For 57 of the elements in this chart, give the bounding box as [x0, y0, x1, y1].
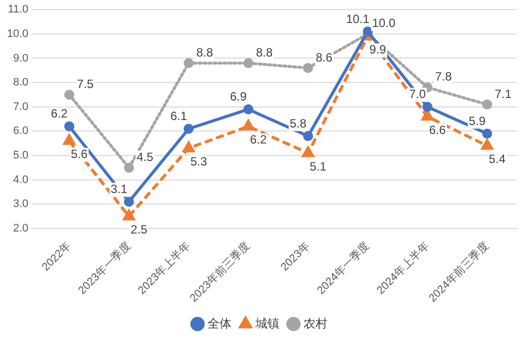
data-label: 5.4	[488, 152, 506, 166]
data-label: 2.5	[130, 222, 148, 237]
data-label: 6.1	[170, 109, 188, 124]
data-label: 3.1	[110, 182, 128, 196]
y-tick-label: 5.0	[13, 150, 28, 162]
point	[184, 58, 194, 68]
data-label: 6.9	[230, 90, 248, 104]
point	[482, 128, 492, 139]
data-label: 6.2	[250, 132, 268, 147]
legend-label: 城镇	[254, 316, 280, 330]
data-label: 6.6	[429, 122, 446, 137]
data-label: 5.6	[70, 147, 88, 162]
data-label: 8.8	[256, 45, 274, 60]
point	[124, 196, 134, 207]
data-label: 8.8	[196, 45, 214, 60]
data-label: 10.1	[346, 12, 370, 26]
data-label: 10.0	[372, 16, 396, 30]
y-tick-label: 9.0	[13, 52, 28, 64]
data-label: 6.2	[50, 106, 68, 121]
data-label: 8.6	[316, 50, 333, 64]
data-label: 9.9	[369, 42, 386, 57]
point	[303, 131, 314, 142]
y-tick-label: 3.0	[13, 198, 28, 210]
point	[184, 124, 194, 134]
point	[302, 146, 314, 158]
y-tick-label: 11.0	[8, 4, 28, 16]
y-tick-label: 6.0	[13, 125, 28, 138]
point	[124, 162, 134, 173]
point	[182, 142, 194, 152]
legend-label: 全体	[208, 316, 232, 330]
point	[303, 62, 314, 73]
point	[123, 210, 135, 220]
legend-label: 农村	[304, 316, 328, 330]
y-tick-label: 2.0	[13, 222, 28, 235]
y-tick-label: 10.0	[6, 28, 28, 40]
point	[482, 99, 492, 110]
data-label: 7.1	[494, 86, 512, 101]
point	[64, 90, 74, 100]
point	[64, 121, 74, 132]
y-tick-label: 8.0	[13, 76, 28, 89]
data-label: 7.0	[409, 87, 426, 102]
data-label: 7.8	[435, 70, 452, 84]
point	[63, 134, 76, 145]
data-label: 5.1	[310, 159, 327, 174]
data-label: 7.5	[76, 77, 94, 92]
point	[422, 110, 434, 121]
point	[242, 120, 254, 130]
data-label: 5.3	[190, 154, 208, 169]
point	[243, 104, 254, 114]
y-tick-label: 4.0	[13, 174, 28, 186]
point	[422, 102, 432, 112]
y-tick-label: 7.0	[13, 100, 28, 113]
point	[243, 58, 254, 68]
data-label: 5.9	[468, 114, 486, 128]
point	[481, 139, 493, 150]
data-label: 5.8	[290, 116, 307, 130]
data-label: 4.5	[136, 150, 154, 164]
